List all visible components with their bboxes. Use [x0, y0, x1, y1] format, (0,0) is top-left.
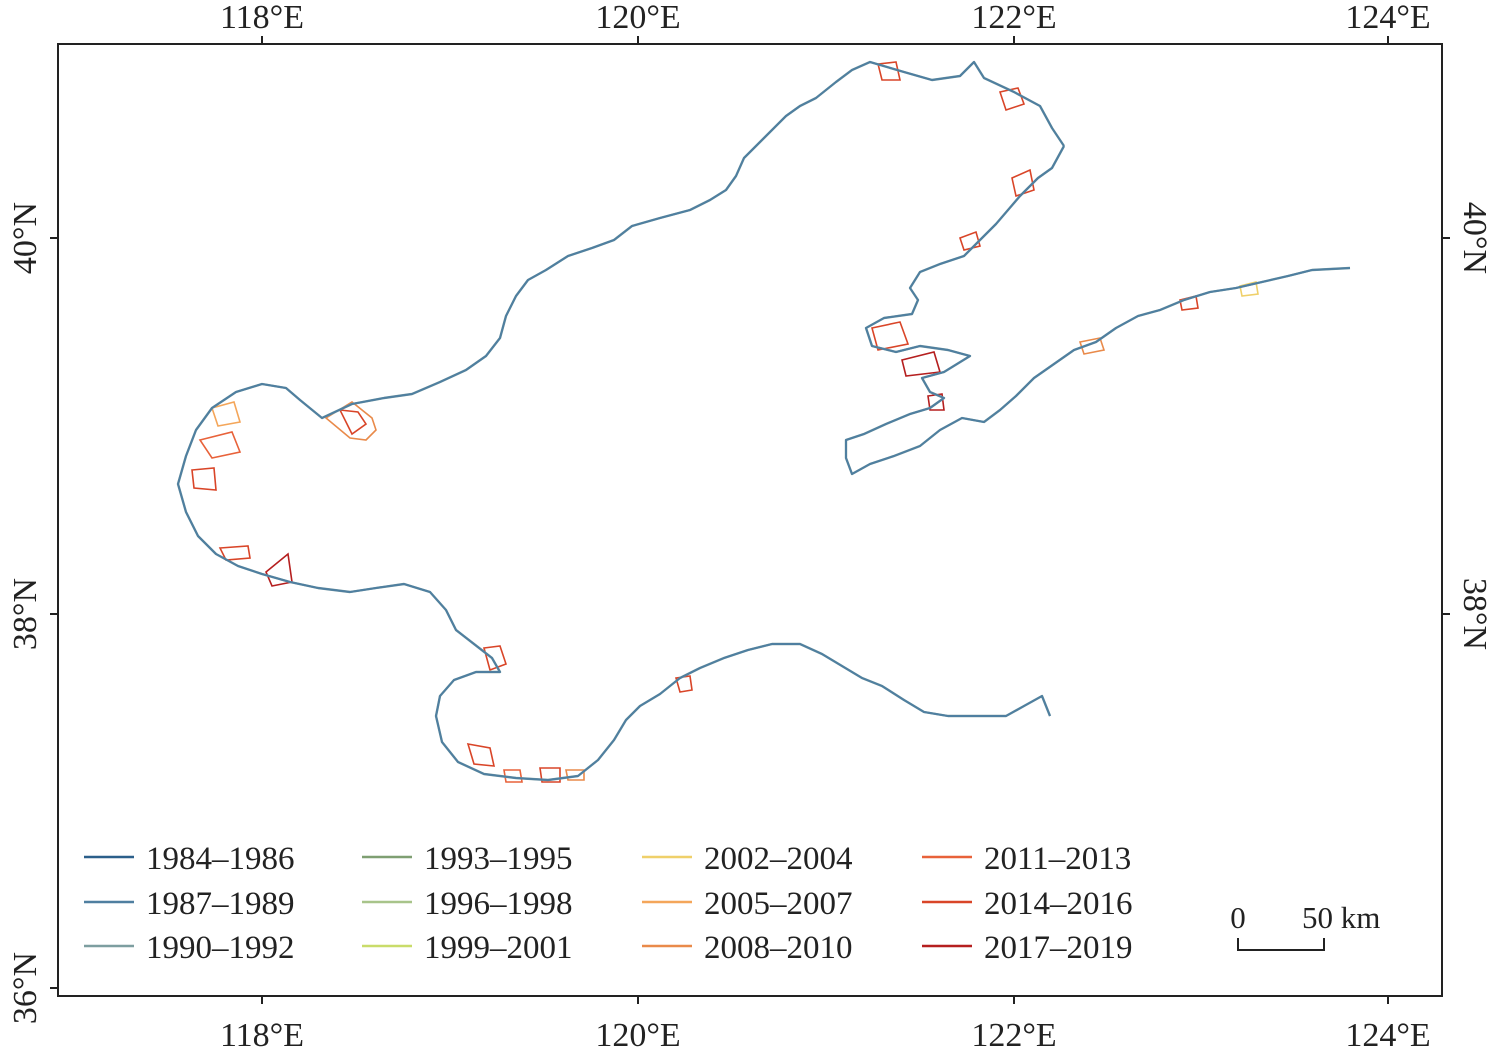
scale-bar-start-label: 0 [1230, 900, 1246, 935]
legend-label: 1984–1986 [146, 841, 295, 877]
left-lat-label: 40°N [7, 202, 44, 274]
legend-label: 2008–2010 [704, 930, 853, 966]
legend-label: 1987–1989 [146, 886, 295, 922]
legend-label: 1999–2001 [424, 930, 573, 966]
scale-bar-end-label: 50 km [1302, 900, 1380, 935]
top-lon-label: 118°E [220, 0, 304, 36]
bottom-lon-label: 120°E [595, 1017, 680, 1054]
top-lon-label: 124°E [1345, 0, 1430, 36]
reclamation-patches [191, 61, 1259, 783]
legend-label: 1990–1992 [146, 930, 295, 966]
right-lat-label: 40°N [1456, 202, 1493, 274]
map-frame [57, 43, 1443, 997]
legend-label: 2011–2013 [984, 841, 1131, 877]
top-lon-label: 122°E [971, 0, 1056, 36]
bottom-lon-label: 124°E [1345, 1017, 1430, 1054]
legend-label: 2017–2019 [984, 930, 1133, 966]
top-lon-label: 120°E [595, 0, 680, 36]
bottom-lon-label: 122°E [971, 1017, 1056, 1054]
legend: 1984–1986 1987–1989 1990–1992 1993–1995 … [84, 841, 1133, 966]
legend-label: 1993–1995 [424, 841, 573, 877]
legend-label: 2005–2007 [704, 886, 853, 922]
scale-bar-line [1237, 938, 1325, 951]
left-lat-label: 38°N [7, 578, 44, 650]
legend-label: 2002–2004 [704, 841, 853, 877]
right-lat-label: 38°N [1456, 578, 1493, 650]
left-lat-label: 36°N [7, 952, 44, 1024]
scale-bar: 0 50 km [1230, 900, 1380, 951]
frame-ticks [50, 36, 1450, 1004]
legend-label: 2014–2016 [984, 886, 1133, 922]
coastline-main [177, 61, 1351, 781]
legend-label: 1996–1998 [424, 886, 573, 922]
bottom-lon-label: 118°E [220, 1017, 304, 1054]
coastline-older [176, 60, 1351, 782]
